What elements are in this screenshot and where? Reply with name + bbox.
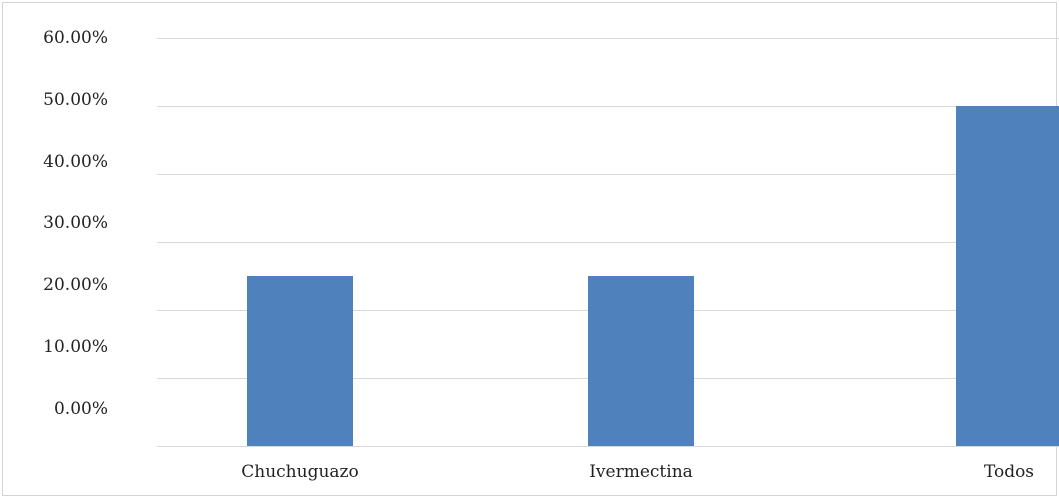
- bar-todos: [956, 106, 1059, 446]
- x-category-label: Chuchuguazo: [241, 462, 358, 482]
- y-tick-label: 10.00%: [43, 337, 108, 357]
- y-tick-label: 20.00%: [43, 275, 108, 295]
- bars: [247, 106, 1059, 446]
- y-tick-label: 60.00%: [43, 28, 108, 48]
- bar-ivermectina: [588, 276, 694, 446]
- y-tick-label: 50.00%: [43, 90, 108, 110]
- y-tick-labels: 0.00% 10.00% 20.00% 30.00% 40.00% 50.00% 60.00…: [43, 28, 108, 419]
- bar-chuchuguazo: [247, 276, 353, 446]
- x-category-labels: Chuchuguazo Ivermectina Todos: [241, 462, 1034, 482]
- x-category-label: Ivermectina: [589, 462, 693, 482]
- y-tick-label: 30.00%: [43, 213, 108, 233]
- x-category-label: Todos: [984, 462, 1034, 482]
- y-tick-label: 0.00%: [54, 399, 108, 419]
- y-tick-label: 40.00%: [43, 152, 108, 172]
